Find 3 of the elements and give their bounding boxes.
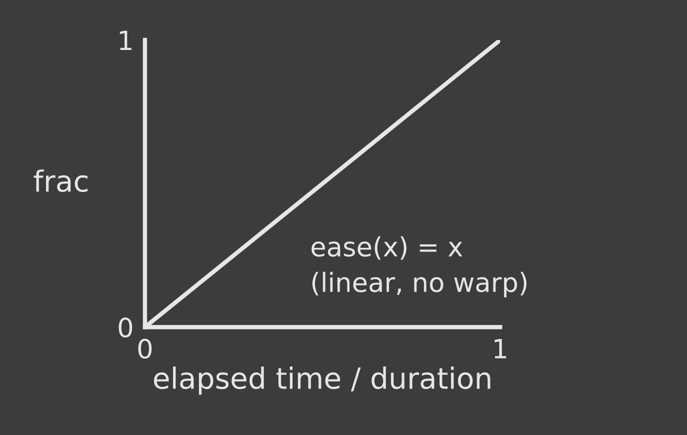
x-axis-title: elapsed time / duration [154,366,490,395]
y-axis-title: frac [34,169,88,192]
annotation: ease(x) = x (linear, no warp) [312,236,526,298]
